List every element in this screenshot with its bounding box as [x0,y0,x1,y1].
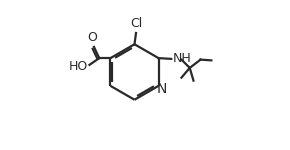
Text: N: N [157,82,167,96]
Text: Cl: Cl [130,17,142,30]
Text: O: O [88,31,97,44]
Text: HO: HO [69,60,88,73]
Text: NH: NH [173,52,191,65]
